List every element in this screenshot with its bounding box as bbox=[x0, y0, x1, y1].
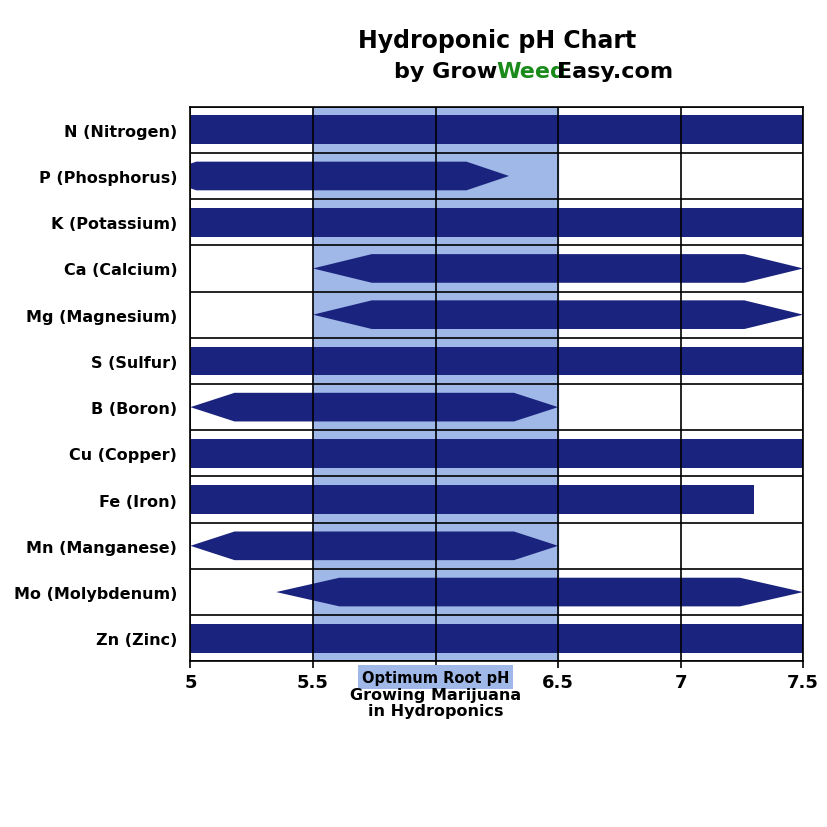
Text: Optimum Root pH: Optimum Root pH bbox=[361, 670, 509, 685]
Bar bbox=[190, 117, 802, 145]
Polygon shape bbox=[313, 301, 802, 330]
Text: by Grow: by Grow bbox=[393, 62, 496, 82]
Text: Growing Marijuana: Growing Marijuana bbox=[350, 687, 520, 702]
Text: Weed: Weed bbox=[496, 62, 566, 82]
Text: Easy.com: Easy.com bbox=[557, 62, 672, 82]
Text: in Hydroponics: in Hydroponics bbox=[367, 703, 503, 718]
Polygon shape bbox=[313, 255, 802, 284]
Polygon shape bbox=[276, 578, 802, 607]
Text: Hydroponic pH Chart: Hydroponic pH Chart bbox=[357, 29, 635, 53]
Polygon shape bbox=[154, 162, 509, 191]
Polygon shape bbox=[190, 394, 557, 422]
Bar bbox=[190, 624, 802, 653]
Bar bbox=[313, 108, 557, 662]
Bar bbox=[190, 485, 753, 514]
Bar bbox=[190, 208, 802, 237]
Bar bbox=[190, 347, 802, 375]
Polygon shape bbox=[190, 532, 557, 561]
Bar bbox=[190, 439, 802, 468]
